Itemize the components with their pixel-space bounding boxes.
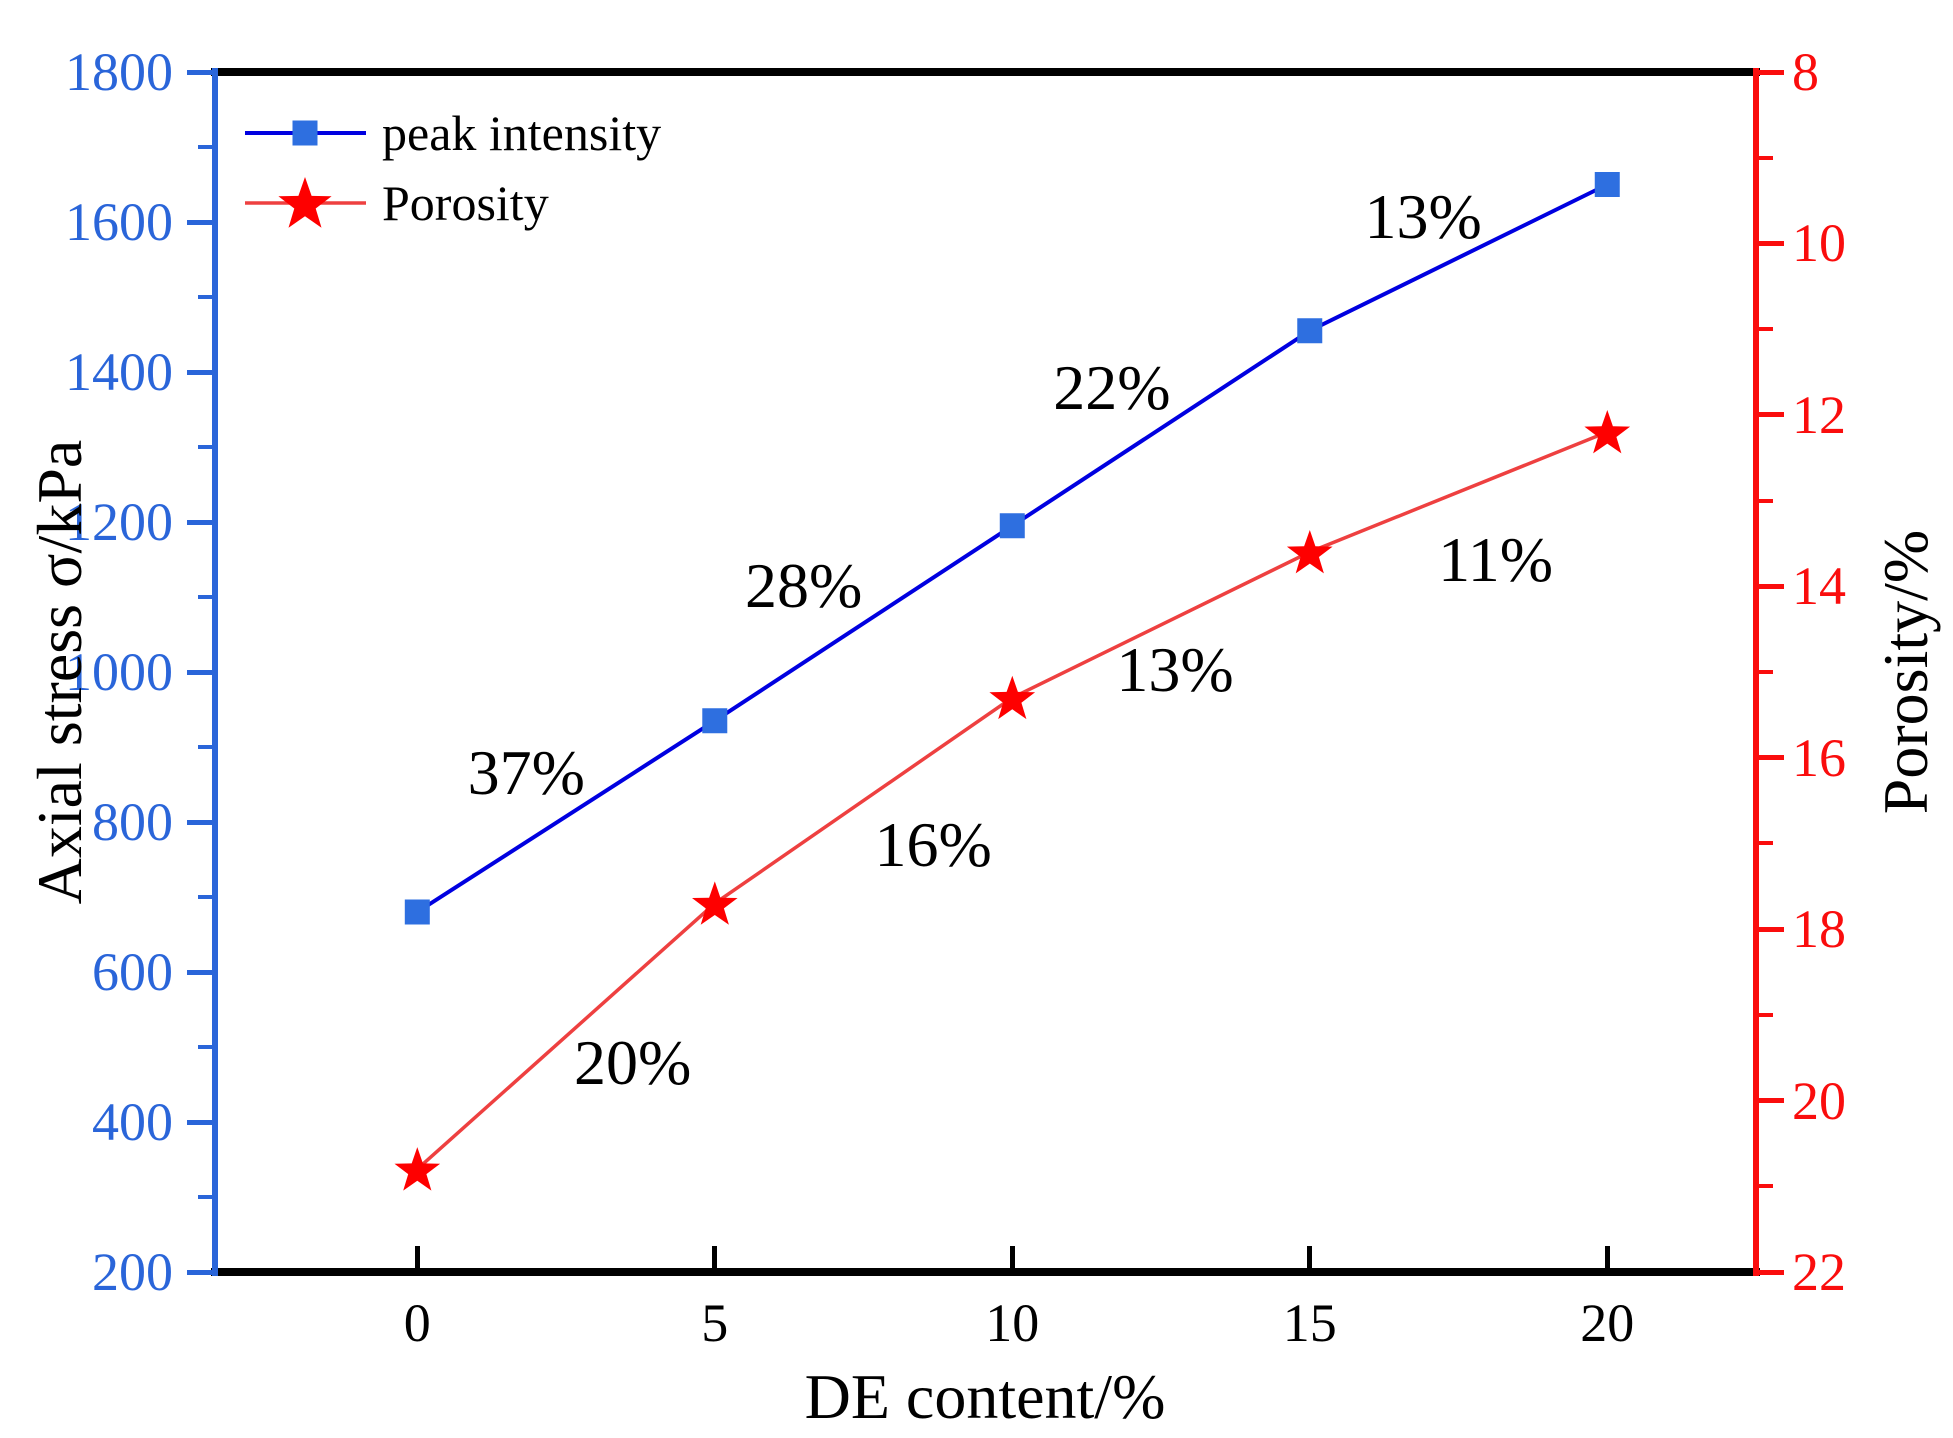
left-axis-minor-tick bbox=[198, 895, 212, 899]
left-axis-tick bbox=[187, 1269, 212, 1275]
annotation-label: 20% bbox=[573, 1027, 692, 1099]
legend-marker-square-icon bbox=[245, 120, 366, 146]
right-axis-tick-label: 14 bbox=[1792, 556, 1846, 617]
left-axis-tick bbox=[187, 669, 212, 675]
right-axis-spine bbox=[1753, 68, 1759, 1276]
left-axis-minor-tick bbox=[198, 295, 212, 299]
left-axis-tick-label: 1200 bbox=[65, 492, 173, 552]
star-marker bbox=[989, 675, 1036, 720]
right-axis-minor-tick bbox=[1759, 841, 1773, 846]
annotation-label: 11% bbox=[1438, 524, 1554, 596]
square-marker bbox=[702, 708, 728, 734]
annotation-label: 13% bbox=[1364, 181, 1482, 253]
x-axis-spine bbox=[211, 1268, 1760, 1276]
left-axis-tick bbox=[187, 519, 212, 525]
x-axis-tick bbox=[1307, 1246, 1313, 1272]
annotation-label: 16% bbox=[874, 808, 992, 880]
left-axis-spine bbox=[212, 68, 218, 1276]
left-axis-tick bbox=[187, 369, 212, 375]
right-axis-minor-tick bbox=[1759, 1184, 1773, 1189]
star-marker bbox=[692, 881, 738, 925]
legend-label: peak intensity bbox=[382, 105, 662, 161]
right-axis-tick bbox=[1759, 69, 1784, 75]
left-axis-tick bbox=[187, 1119, 212, 1125]
right-axis-tick-label: 12 bbox=[1792, 384, 1846, 445]
series-line-peak-intensity bbox=[416, 182, 1609, 914]
right-axis-tick-label: 22 bbox=[1792, 1242, 1846, 1302]
left-axis-minor-tick bbox=[198, 595, 212, 599]
right-axis-minor-tick bbox=[1759, 327, 1773, 332]
annotation-label: 37% bbox=[467, 736, 585, 808]
left-axis-tick-label: 400 bbox=[92, 1092, 173, 1152]
right-axis-tick bbox=[1759, 926, 1784, 932]
left-axis-tick bbox=[187, 219, 212, 225]
left-axis-tick-label: 800 bbox=[92, 792, 173, 852]
right-axis-tick-label: 16 bbox=[1792, 727, 1846, 788]
right-axis-title: Porosity/% bbox=[1870, 529, 1941, 815]
x-axis-tick bbox=[414, 1246, 420, 1272]
right-axis-minor-tick bbox=[1759, 1012, 1773, 1017]
left-axis-minor-tick bbox=[198, 445, 212, 449]
square-marker bbox=[1594, 172, 1620, 197]
right-axis-tick bbox=[1759, 240, 1784, 246]
left-axis-tick bbox=[187, 819, 212, 825]
x-axis-title: DE content/% bbox=[804, 1361, 1166, 1432]
right-axis-minor-tick bbox=[1759, 670, 1773, 674]
x-axis-tick bbox=[712, 1246, 718, 1272]
x-axis-tick-label: 20 bbox=[1580, 1293, 1635, 1353]
left-axis-minor-tick bbox=[198, 745, 212, 749]
x-axis-tick-label: 0 bbox=[403, 1293, 431, 1353]
left-axis-tick-label: 1600 bbox=[65, 192, 173, 252]
legend: peak intensity Porosity bbox=[243, 98, 661, 238]
x-axis-tick-label: 5 bbox=[701, 1293, 729, 1353]
left-axis-title: Axial stress σ/kPa bbox=[24, 439, 95, 905]
x-axis-tick-label: 15 bbox=[1282, 1293, 1337, 1353]
left-axis-tick-label: 1000 bbox=[65, 642, 173, 702]
plot-area: peak intensity Porosity 1800 1600 1400 1200 1… bbox=[65, 45, 1846, 1350]
x-axis-tick bbox=[1009, 1246, 1015, 1272]
star-marker bbox=[1584, 410, 1631, 454]
left-axis-tick bbox=[187, 69, 212, 75]
right-axis-tick bbox=[1759, 412, 1784, 418]
right-axis-tick-label: 18 bbox=[1792, 899, 1846, 960]
left-axis-tick-label: 200 bbox=[92, 1242, 173, 1302]
square-marker bbox=[404, 899, 430, 925]
right-axis-minor-tick bbox=[1759, 498, 1773, 503]
right-axis-tick-label: 20 bbox=[1792, 1070, 1846, 1131]
left-axis-tick-label: 1800 bbox=[65, 42, 173, 102]
left-axis-minor-tick bbox=[198, 1195, 212, 1199]
series-plot bbox=[394, 172, 1631, 1191]
right-axis-tick bbox=[1759, 755, 1784, 761]
right-axis-minor-tick bbox=[1759, 155, 1773, 160]
x-axis-tick bbox=[1604, 1246, 1610, 1272]
square-marker bbox=[999, 513, 1025, 539]
star-marker bbox=[1286, 530, 1333, 574]
legend-item: peak intensity bbox=[243, 98, 661, 168]
annotation-label: 28% bbox=[745, 549, 863, 621]
star-marker bbox=[394, 1147, 441, 1191]
annotation-label: 22% bbox=[1053, 351, 1171, 423]
x-axis-tick-label: 10 bbox=[985, 1293, 1040, 1353]
top-spine bbox=[211, 68, 1760, 76]
right-axis-tick-label: 10 bbox=[1792, 213, 1846, 274]
left-axis-minor-tick bbox=[198, 1045, 212, 1049]
right-axis-tick bbox=[1759, 583, 1784, 589]
legend-marker-star-icon bbox=[245, 177, 366, 228]
right-axis-tick bbox=[1759, 1269, 1784, 1275]
square-marker bbox=[1297, 318, 1323, 344]
right-axis-tick bbox=[1759, 1098, 1784, 1104]
left-axis-tick-label: 1400 bbox=[65, 342, 173, 402]
left-axis-minor-tick bbox=[198, 145, 212, 149]
right-axis-tick-label: 8 bbox=[1792, 42, 1819, 102]
left-axis-tick bbox=[187, 969, 212, 975]
left-axis-tick-label: 600 bbox=[92, 942, 173, 1002]
legend-label: Porosity bbox=[382, 175, 549, 231]
legend-item: Porosity bbox=[243, 168, 661, 238]
annotation-label: 13% bbox=[1116, 633, 1234, 705]
